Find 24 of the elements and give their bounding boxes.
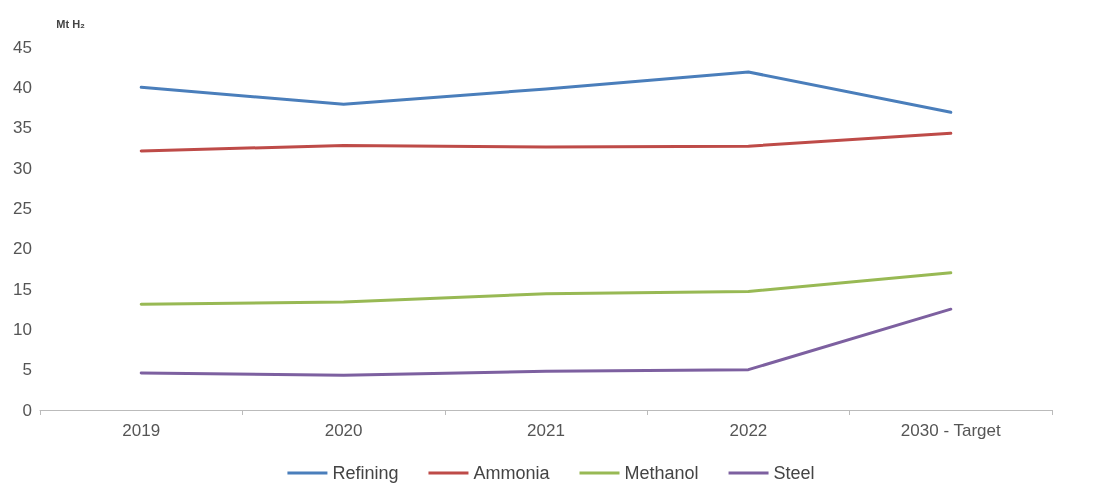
x-tick-label: 2022 <box>729 421 768 440</box>
legend-label: Ammonia <box>473 463 551 483</box>
legend-label: Refining <box>332 463 399 483</box>
y-axis-title: Mt H₂ <box>56 17 86 30</box>
legend-label: Steel <box>773 463 815 483</box>
y-tick-label: 20 <box>13 239 32 259</box>
x-tick-label: 2020 <box>324 421 363 440</box>
line-series <box>139 70 953 114</box>
y-tick-label: 5 <box>22 360 32 380</box>
y-tick-label: 35 <box>13 118 32 138</box>
y-tick-label: 45 <box>13 37 32 57</box>
x-tick-label: 2021 <box>527 421 565 440</box>
y-tick-label: 15 <box>13 279 32 299</box>
y-tick-label: 0 <box>22 400 32 420</box>
y-tick-label: 10 <box>13 319 32 339</box>
x-tick-label: 2030 - Target <box>900 421 1002 440</box>
y-tick-label: 25 <box>13 198 32 218</box>
y-tick-label: 30 <box>13 158 32 178</box>
line-series <box>139 131 953 153</box>
y-tick-label: 40 <box>13 77 32 97</box>
x-tick-label: 2019 <box>122 421 161 440</box>
legend-label: Methanol <box>624 463 699 483</box>
line-series <box>139 307 953 377</box>
line-series <box>139 271 953 306</box>
